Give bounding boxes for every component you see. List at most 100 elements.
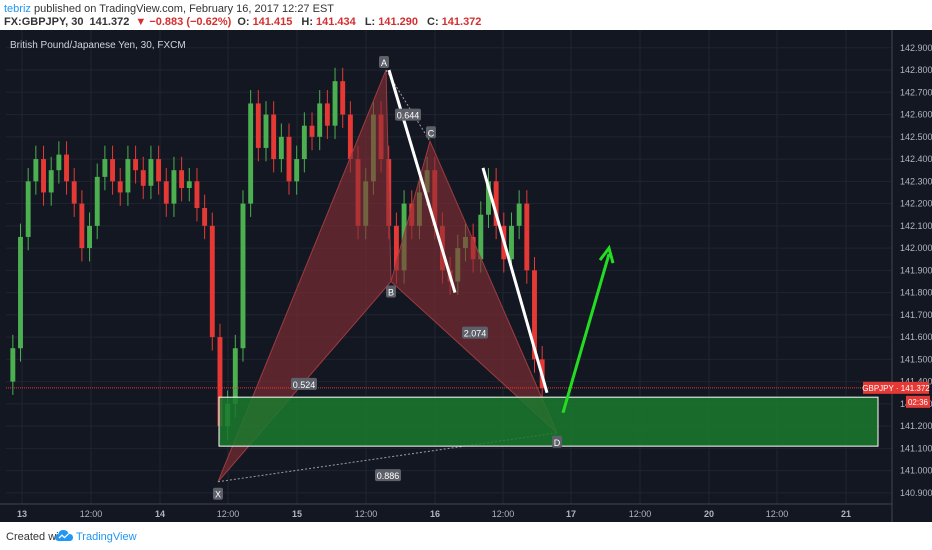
candle-body xyxy=(25,181,31,237)
close-label: C: xyxy=(427,16,439,28)
time-tick-label: 15 xyxy=(292,509,302,519)
price-tick-label: 141.800 xyxy=(900,288,932,298)
price-tick-label: 142.400 xyxy=(900,154,932,164)
ratio-label: 0.524 xyxy=(293,380,316,390)
time-tick-label: 12:00 xyxy=(355,509,378,519)
symbol-ohlc-line: FX:GBPJPY, 30 141.372 ▼ −0.883 (−0.62%) … xyxy=(4,16,487,28)
candle-body xyxy=(393,225,399,271)
chart-header: tebriz published on TradingView.com, Feb… xyxy=(0,0,932,30)
price-tick-label: 142.100 xyxy=(900,221,932,231)
ratio-label: 2.074 xyxy=(464,329,487,339)
tradingview-brand-link[interactable]: TradingView xyxy=(76,531,137,543)
time-tick-label: 21 xyxy=(841,509,851,519)
author-link[interactable]: tebriz xyxy=(4,3,31,15)
ratio-label: 0.886 xyxy=(377,471,400,481)
pattern-point-label: D xyxy=(554,438,561,448)
candle-body xyxy=(148,159,154,186)
candle-body xyxy=(309,125,315,137)
candle-body xyxy=(94,176,100,226)
time-tick-label: 12:00 xyxy=(217,509,240,519)
pattern-point-label: X xyxy=(215,490,221,500)
low-value: 141.290 xyxy=(378,16,418,28)
candle-body xyxy=(48,170,54,193)
chart-title: British Pound/Japanese Yen, 30, FXCM xyxy=(10,40,186,51)
time-tick-label: 20 xyxy=(704,509,714,519)
cloud-icon xyxy=(55,530,73,541)
ratio-label-bg xyxy=(291,377,317,390)
price-tick-label: 141.100 xyxy=(900,443,932,453)
price-tick-label: 142.600 xyxy=(900,110,932,120)
price-change: ▼ −0.883 (−0.62%) xyxy=(135,16,232,28)
candle-body xyxy=(171,170,177,204)
candle-body xyxy=(79,203,85,249)
ohlc-close: C: 141.372 xyxy=(427,16,484,28)
close-value: 141.372 xyxy=(441,16,482,28)
price-tick-label: 141.900 xyxy=(900,265,932,275)
candle-body xyxy=(286,136,292,182)
candle-body xyxy=(10,348,16,382)
candle-body xyxy=(263,114,269,148)
reversal-zone-box xyxy=(218,396,879,447)
symbol-name[interactable]: FX:GBPJPY, 30 xyxy=(4,16,84,28)
price-chart[interactable]: 142.900 142.800 142.700 142.600 142.500 142.4… xyxy=(0,30,932,522)
candle-body xyxy=(56,154,62,171)
candle-body xyxy=(64,154,69,182)
candle-body xyxy=(478,214,484,260)
candle-body xyxy=(202,208,208,226)
candle-body xyxy=(248,103,254,204)
time-tick-label: 12:00 xyxy=(492,509,515,519)
candle-body xyxy=(186,181,192,188)
candle-body xyxy=(294,159,300,182)
candle-body xyxy=(18,236,23,349)
time-tick-label: 14 xyxy=(155,509,165,519)
price-tick-label: 141.500 xyxy=(900,354,932,364)
candle-body xyxy=(524,203,530,271)
candle-body xyxy=(240,203,246,349)
last-price: 141.372 xyxy=(89,16,130,28)
candle-body xyxy=(532,270,537,360)
pattern-point-label: B xyxy=(388,287,394,297)
bullish-arrow-shaft xyxy=(561,253,611,414)
ohlc-open: O: 141.415 xyxy=(237,16,295,28)
high-label: H: xyxy=(301,16,313,28)
chart-area[interactable]: 142.900 142.800 142.700 142.600 142.500 142.4… xyxy=(0,30,932,522)
candle-body xyxy=(87,225,93,249)
candle-body xyxy=(217,337,223,427)
price-tick-label: 142.900 xyxy=(900,43,932,53)
candle-body xyxy=(209,225,215,338)
ratio-label: 0.644 xyxy=(397,111,420,121)
price-tick-label: 142.800 xyxy=(900,65,932,75)
low-label: L: xyxy=(364,16,376,28)
price-tick-label: 141.400 xyxy=(900,377,932,387)
price-tick-label: 141.200 xyxy=(900,421,932,431)
time-tick-label: 12:00 xyxy=(629,509,652,519)
open-label: O: xyxy=(237,16,250,28)
candle-body xyxy=(509,225,514,260)
candle-body xyxy=(163,181,169,204)
time-tick-label: 12:00 xyxy=(80,509,103,519)
candle-body xyxy=(110,159,116,182)
price-tick-label: 142.700 xyxy=(900,87,932,97)
ratio-label-bg xyxy=(462,326,488,339)
candle-body xyxy=(102,159,108,177)
ratio-label-bg xyxy=(395,108,421,121)
ratio-label-bg xyxy=(375,469,401,482)
candle-body xyxy=(179,170,185,188)
ohlc-high: H: 141.434 xyxy=(301,16,358,28)
pattern-point-label-bg xyxy=(426,126,436,139)
candle-body xyxy=(486,181,491,215)
candle-body xyxy=(278,136,284,160)
candle-body xyxy=(41,159,46,193)
published-text: published on TradingView.com, February 1… xyxy=(30,3,335,15)
ohlc-low: L: 141.290 xyxy=(365,16,421,28)
price-tick-label: 142.000 xyxy=(900,243,932,253)
candle-body xyxy=(340,81,346,115)
candle-body xyxy=(71,181,77,204)
candle-body xyxy=(317,103,323,137)
candle-body xyxy=(194,181,200,209)
high-value: 141.434 xyxy=(316,16,356,28)
time-tick-label: 13 xyxy=(17,509,27,519)
pattern-point-label-bg xyxy=(386,285,396,298)
price-tick-label: 141.600 xyxy=(900,332,932,342)
